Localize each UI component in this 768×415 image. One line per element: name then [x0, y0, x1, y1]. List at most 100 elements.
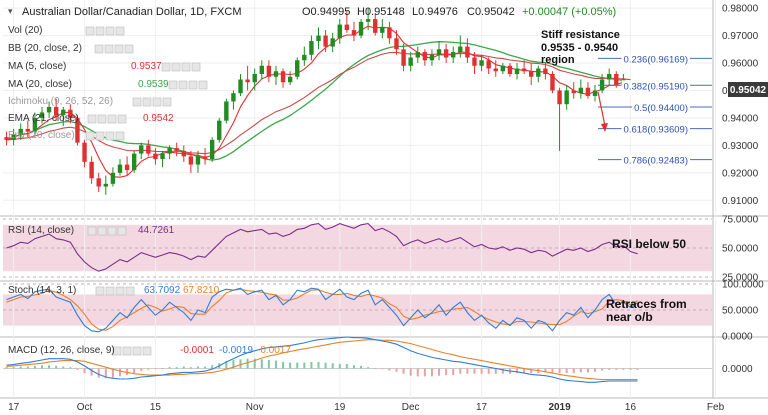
macd-histogram-bar	[345, 363, 348, 369]
candle-body	[202, 156, 208, 160]
macd-hist-value: -0.0001	[180, 345, 214, 356]
legend-tool-icon	[87, 114, 97, 124]
rsi-line	[6, 223, 638, 272]
legend-ma5-value: 0.9537	[131, 61, 162, 72]
down-arrow-annotation	[597, 91, 608, 132]
stoch-title: Stoch (14, 3, 1)	[8, 285, 76, 296]
legend-tool-icon	[95, 286, 105, 296]
macd-histogram-bar	[473, 368, 476, 374]
macd-histogram-bar	[104, 368, 107, 379]
macd-histogram-bar	[487, 368, 490, 374]
macd-histogram-bar	[239, 359, 242, 369]
macd-histogram-bar	[331, 363, 334, 369]
candle-body	[514, 68, 520, 74]
candle-body	[344, 24, 350, 31]
date-tick-label: Dec	[402, 402, 420, 413]
legend-tool-icon	[95, 26, 105, 36]
macd-histogram-bar	[636, 368, 639, 370]
candle-body	[46, 106, 52, 113]
legend-tool-icon	[85, 131, 95, 141]
macd-histogram-bar	[622, 368, 625, 370]
candle-body	[543, 68, 548, 74]
macd-histogram-bar	[516, 368, 519, 374]
legend-tool-icon	[107, 226, 117, 236]
candle-body	[25, 128, 31, 132]
macd-histogram-bar	[615, 368, 618, 370]
legend-tool-icon	[115, 131, 125, 141]
candle-body	[139, 145, 144, 154]
macd-histogram-bar	[48, 365, 51, 369]
candlesticks	[4, 8, 633, 195]
candle-body	[451, 52, 456, 58]
last-price-label: 0.95042	[730, 85, 767, 96]
candle-body	[408, 57, 413, 66]
legend-ema: EMA (21, close)	[8, 113, 79, 124]
macd-histogram-bar	[579, 368, 582, 373]
candle-body	[337, 24, 342, 39]
candle-body	[89, 161, 94, 179]
legend-ma20: MA (20, close)	[8, 79, 72, 90]
candle-body	[443, 49, 449, 58]
candle-body	[387, 27, 392, 39]
ma5-line	[6, 25, 631, 178]
ohlc-low: L0.94976	[412, 6, 458, 18]
date-tick-label: Oct	[77, 402, 93, 413]
legend-tool-icon	[181, 62, 191, 72]
fib-label-bg	[621, 53, 690, 67]
macd-histogram-bar	[494, 368, 497, 374]
macd-histogram-bar	[402, 368, 405, 374]
candle-body	[61, 109, 66, 116]
candle-body	[472, 57, 477, 66]
macd-histogram-bar	[289, 362, 292, 369]
macd-histogram-bar	[19, 366, 22, 369]
candle-body	[238, 79, 243, 94]
macd-histogram-bar	[608, 368, 611, 370]
legend-ma5: MA (5, close)	[8, 61, 66, 72]
stoch-plot	[6, 287, 638, 333]
collapse-icon: ▾	[8, 6, 13, 16]
legend-tool-icon	[95, 131, 105, 141]
candle-body	[224, 101, 229, 121]
candle-body	[75, 117, 80, 143]
ohlc-change: +0.00047 (+0.05%)	[522, 6, 616, 18]
resistance-line-3: region	[541, 54, 575, 66]
candle-body	[131, 153, 137, 171]
legend-tool-icon	[117, 114, 127, 124]
candle-body	[550, 74, 555, 91]
candle-body	[564, 90, 569, 105]
candle-body	[493, 68, 498, 72]
stoch-k-value: 63.7092	[144, 285, 181, 296]
legend-tool-icon	[114, 44, 124, 54]
macd-histogram-bar	[296, 362, 299, 369]
date-tick-label: 17	[476, 402, 488, 413]
macd-histogram-bar	[480, 368, 483, 374]
candle-body	[32, 117, 38, 132]
macd-histogram-bar	[310, 361, 313, 369]
ohlc-high: H0.95148	[357, 6, 405, 18]
macd-histogram-bar	[189, 367, 192, 369]
legend-tool-icon	[188, 80, 198, 90]
candle-body	[153, 153, 158, 160]
macd-histogram-bar	[360, 365, 363, 369]
candle-body	[536, 68, 541, 77]
legend-tool-icon	[191, 62, 201, 72]
stoch-note-line-2: near o/b	[606, 310, 653, 324]
legend-tool-icon	[162, 97, 172, 107]
macd-histogram-bar	[544, 368, 547, 373]
resistance-line-2: 0.9535 - 0.9540	[541, 42, 618, 54]
legend-ema-value: 0.9542	[143, 113, 174, 124]
candle-body	[146, 145, 151, 154]
price-tick-label: 0.93000	[722, 141, 759, 152]
date-tick-label: 15	[150, 402, 162, 413]
macd-histogram-bar	[5, 367, 8, 369]
candle-body	[465, 46, 470, 58]
macd-histogram-bar	[594, 368, 597, 372]
rsi-plot	[6, 223, 638, 272]
candle-body	[507, 65, 513, 74]
candle-body	[266, 65, 272, 77]
macd-histogram-bar	[62, 366, 65, 369]
ohlc-open: O0.94995	[302, 6, 350, 18]
legend-tool-icon	[115, 286, 125, 296]
candle-body	[103, 183, 109, 187]
macd-legend: MACD (12, 26, close, 9) -0.0001 -0.0019 …	[8, 345, 291, 356]
